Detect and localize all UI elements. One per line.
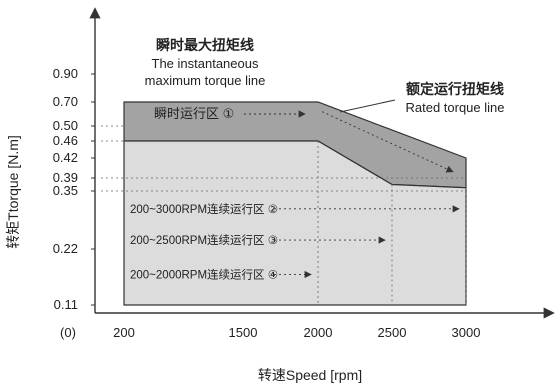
y-tick-label: 0.11 — [54, 297, 78, 312]
y-tick-label: 0.22 — [53, 241, 78, 256]
continuous-region-label: 200~2500RPM连续运行区 ③ — [130, 233, 278, 247]
y-tick-label: 0.70 — [53, 94, 78, 109]
x-tick-label: 3000 — [452, 325, 481, 340]
y-tick-label: 0.90 — [53, 66, 78, 81]
continuous-region-label: 200~3000RPM连续运行区 ② — [130, 202, 278, 216]
y-tick-label: 0.50 — [53, 118, 78, 133]
continuous-region-label: 200~2000RPM连续运行区 ④ — [130, 267, 278, 281]
x-tick-label: 2500 — [378, 325, 407, 340]
flow-arrows — [244, 110, 460, 279]
x-tick-label: 2000 — [304, 325, 333, 340]
x-tick-label: 200 — [113, 325, 135, 340]
instant-arrow-diag — [321, 111, 454, 173]
x-axis-title: 转速Speed [rpm] — [258, 367, 362, 383]
y-tick-labels: 0.90 0.70 0.500.46 0.42 0.390.35 0.22 0.11 — [53, 66, 95, 312]
instant-max-torque-cn: 瞬时最大扭矩线 — [156, 37, 254, 53]
x-tick-label: 1500 — [229, 325, 258, 340]
instant-max-torque-en-2: maximum torque line — [145, 73, 266, 88]
y-tick-label: 0.46 — [53, 133, 78, 148]
y-axis-title: 转矩Ttorque [N.m] — [5, 135, 21, 249]
x-tick-labels: (0) 200 1500 2000 2500 3000 — [60, 325, 480, 340]
rated-torque-cn: 额定运行扭矩线 — [406, 81, 504, 97]
continuous-region-labels: 200~3000RPM连续运行区 ② 200~2500RPM连续运行区 ③ 200~… — [130, 202, 278, 282]
x-tick-label: (0) — [60, 325, 76, 340]
y-tick-label: 0.42 — [53, 150, 78, 165]
guide-lines — [101, 125, 467, 305]
instant-max-torque-en-1: The instantaneous — [152, 56, 259, 71]
instant-run-region-label: 瞬时运行区 ① — [154, 106, 234, 121]
y-tick-label: 0.35 — [53, 183, 78, 198]
rated-torque-en: Rated torque line — [405, 100, 504, 115]
y-tick-label: 0.39 — [53, 170, 78, 185]
rated-pointer-line — [339, 99, 396, 113]
